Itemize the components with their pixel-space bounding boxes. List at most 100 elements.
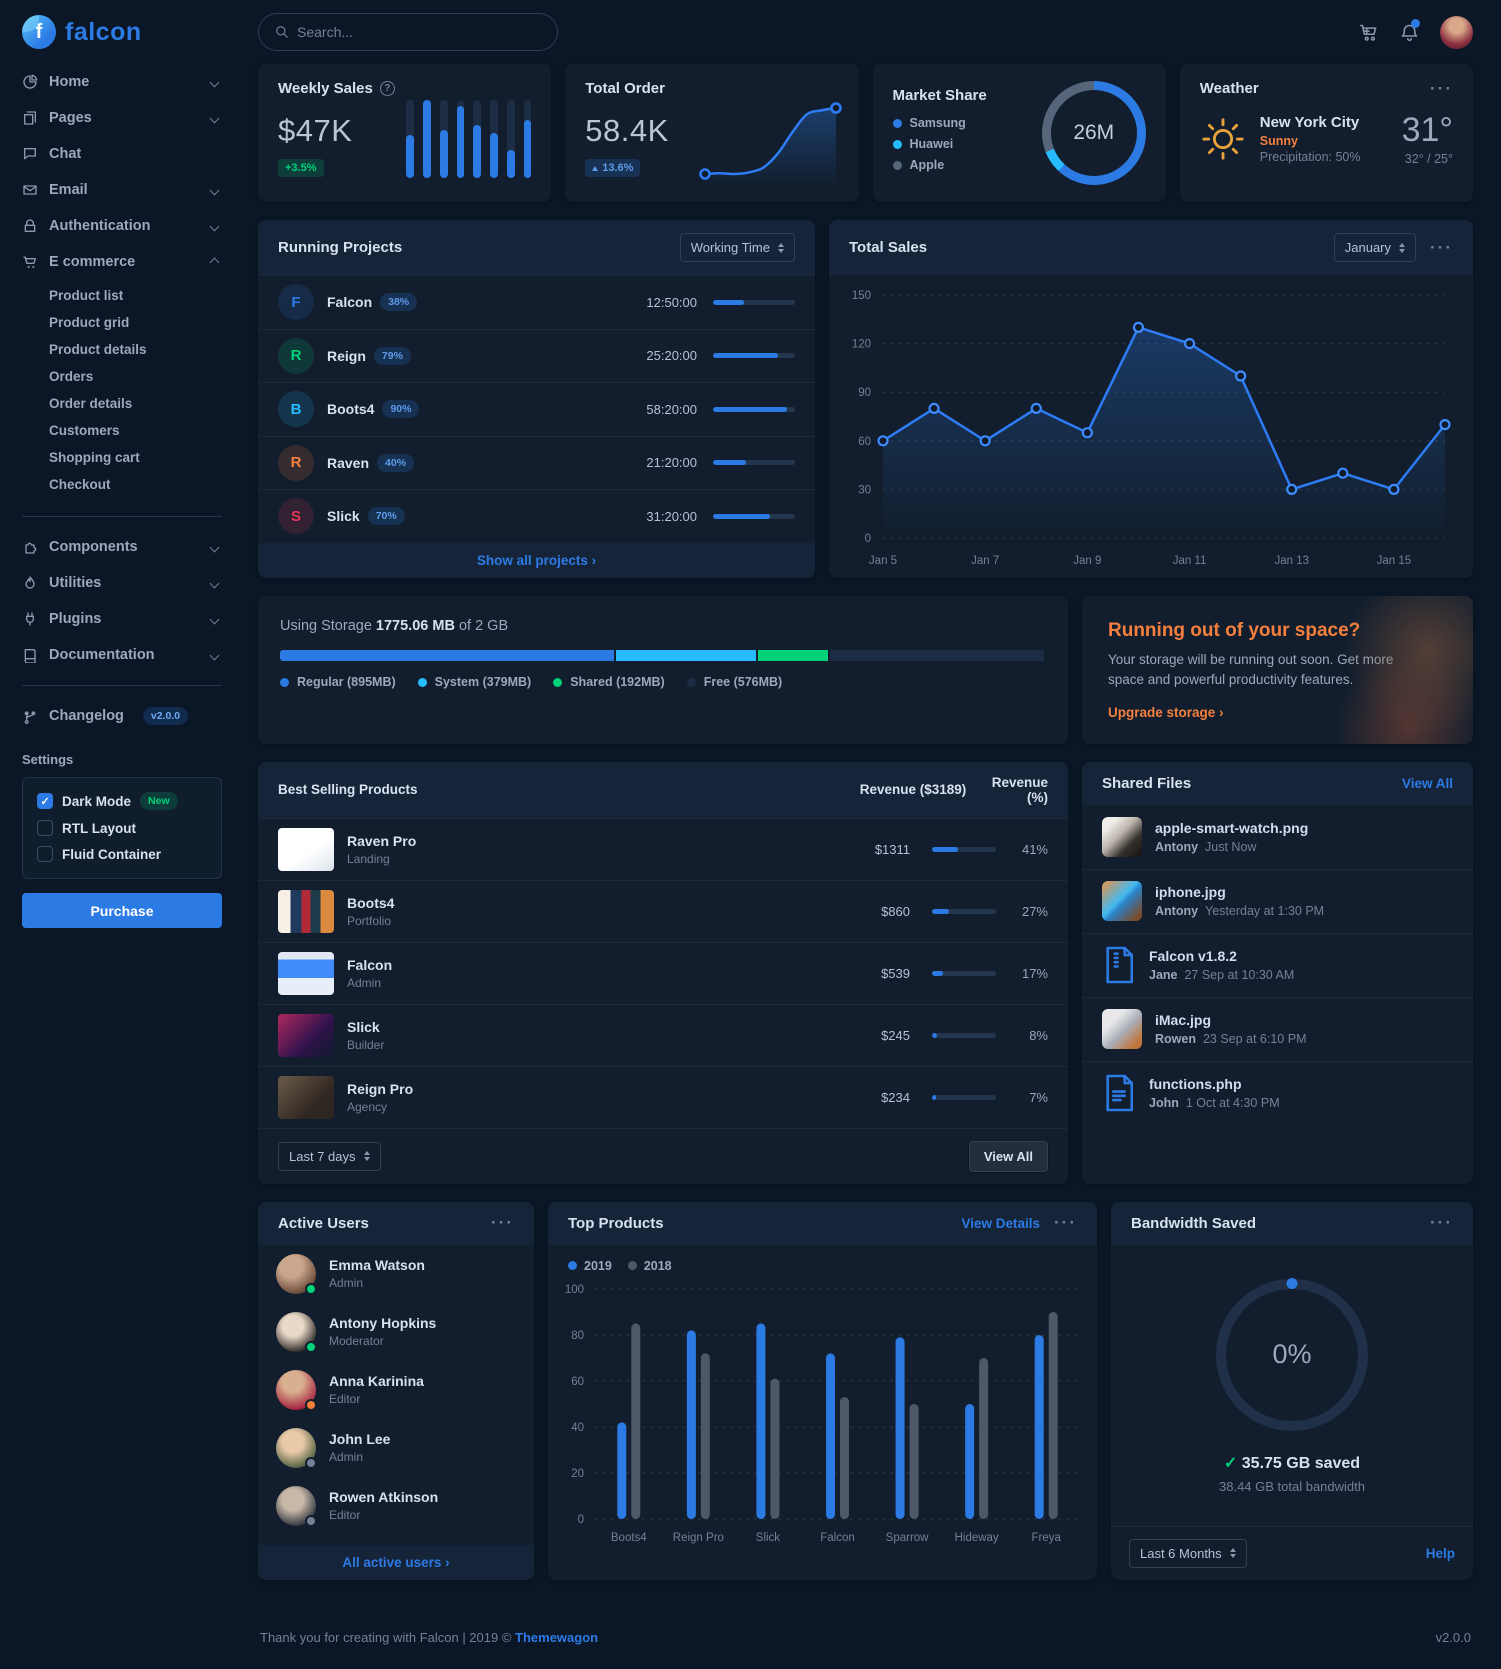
user-avatar[interactable] bbox=[276, 1369, 317, 1411]
footer-version: v2.0.0 bbox=[1435, 1630, 1471, 1645]
legend-item[interactable]: 2019 bbox=[568, 1259, 612, 1273]
settings-checkbox[interactable] bbox=[37, 793, 53, 809]
svg-text:Jan 15: Jan 15 bbox=[1377, 555, 1412, 567]
svg-text:Freya: Freya bbox=[1032, 1532, 1062, 1544]
legend-dot bbox=[568, 1261, 577, 1270]
product-revenue-pct: 17% bbox=[1021, 965, 1048, 981]
help-link[interactable]: Help bbox=[1425, 1545, 1455, 1561]
view-all-button[interactable]: View All bbox=[968, 1140, 1048, 1172]
working-time-select[interactable]: Working Time bbox=[679, 233, 795, 262]
cart-button[interactable] bbox=[1358, 22, 1379, 43]
falcon-logo[interactable]: falcon bbox=[22, 0, 222, 64]
file-author: Jane bbox=[1149, 968, 1178, 982]
project-time: 12:50:00 bbox=[646, 294, 697, 310]
legend-dot bbox=[627, 1261, 637, 1270]
product-name[interactable]: Reign Pro bbox=[347, 1080, 414, 1097]
user-name[interactable]: Rowen Atkinson bbox=[329, 1489, 439, 1505]
user-avatar[interactable] bbox=[276, 1253, 317, 1295]
sidebar-item[interactable]: Components bbox=[22, 529, 222, 565]
project-name[interactable]: Raven bbox=[327, 454, 370, 471]
product-name[interactable]: Slick bbox=[347, 1018, 380, 1035]
settings-option[interactable]: RTL Layout bbox=[37, 820, 207, 836]
settings-checkbox[interactable] bbox=[37, 820, 53, 836]
shared-file-item: iphone.jpg Antony Yesterday at 1:30 PM bbox=[1082, 868, 1473, 933]
dots-menu-icon[interactable] bbox=[491, 1220, 514, 1226]
user-avatar[interactable] bbox=[1440, 15, 1473, 49]
sidebar-item[interactable]: Documentation bbox=[22, 637, 222, 673]
sidebar-subitem[interactable]: Product list bbox=[49, 288, 124, 303]
product-category: Builder bbox=[347, 1037, 385, 1052]
user-avatar[interactable] bbox=[276, 1485, 317, 1527]
sidebar-item-icon bbox=[24, 111, 36, 125]
product-name[interactable]: Falcon bbox=[347, 956, 393, 973]
user-avatar[interactable] bbox=[276, 1427, 317, 1469]
notifications-button[interactable] bbox=[1399, 18, 1420, 43]
dots-menu-icon[interactable] bbox=[1054, 1220, 1077, 1226]
user-name[interactable]: Emma Watson bbox=[329, 1257, 425, 1273]
project-name[interactable]: Slick bbox=[327, 508, 360, 525]
sidebar-item[interactable]: Chat bbox=[22, 136, 222, 172]
project-name[interactable]: Falcon bbox=[327, 294, 373, 311]
project-progress bbox=[713, 406, 795, 412]
dots-menu-icon[interactable] bbox=[1430, 86, 1453, 92]
sidebar-item[interactable]: E commerce bbox=[22, 244, 222, 280]
project-time: 58:20:00 bbox=[646, 401, 697, 417]
file-name[interactable]: functions.php bbox=[1149, 1076, 1242, 1092]
sidebar-subitem[interactable]: Customers bbox=[49, 423, 120, 438]
view-all-files-link[interactable]: View All bbox=[1401, 775, 1453, 791]
file-name[interactable]: iMac.jpg bbox=[1155, 1012, 1212, 1028]
file-name[interactable]: Falcon v1.8.2 bbox=[1149, 948, 1237, 964]
sidebar-item[interactable]: Home bbox=[22, 64, 222, 100]
sidebar-subitem[interactable]: Order details bbox=[49, 396, 133, 411]
revenue-progress bbox=[932, 970, 996, 976]
help-icon[interactable] bbox=[379, 81, 395, 96]
dots-menu-icon[interactable] bbox=[1430, 245, 1453, 251]
user-name[interactable]: Anna Karinina bbox=[329, 1373, 424, 1389]
sidebar-item-changelog[interactable]: Changelog v2.0.0 bbox=[22, 698, 222, 734]
sidebar-item[interactable]: Authentication bbox=[22, 208, 222, 244]
settings-option[interactable]: Dark Mode New bbox=[37, 792, 207, 810]
user-name[interactable]: John Lee bbox=[329, 1431, 391, 1447]
product-name[interactable]: Boots4 bbox=[347, 894, 395, 911]
user-row: John Lee Admin bbox=[258, 1419, 534, 1477]
file-name[interactable]: iphone.jpg bbox=[1155, 884, 1226, 900]
product-name[interactable]: Raven Pro bbox=[347, 832, 417, 849]
sort-arrows-icon bbox=[364, 1151, 370, 1161]
user-name[interactable]: Antony Hopkins bbox=[329, 1315, 437, 1331]
sidebar-item[interactable]: Email bbox=[22, 172, 222, 208]
sidebar-subitem[interactable]: Orders bbox=[49, 369, 94, 384]
legend-label: 2019 bbox=[584, 1258, 612, 1273]
all-active-users-link[interactable]: All active users bbox=[342, 1555, 449, 1570]
upgrade-storage-link[interactable]: Upgrade storage bbox=[1108, 705, 1224, 720]
user-row: Rowen Atkinson Editor bbox=[258, 1477, 534, 1535]
project-name[interactable]: Boots4 bbox=[327, 401, 375, 418]
month-select[interactable]: January bbox=[1333, 233, 1417, 262]
sidebar-subitem[interactable]: Product details bbox=[49, 342, 147, 357]
purchase-button[interactable]: Purchase bbox=[22, 893, 222, 928]
shared-files-title: Shared Files bbox=[1102, 774, 1192, 792]
legend-item[interactable]: 2018 bbox=[627, 1259, 672, 1273]
file-name[interactable]: apple-smart-watch.png bbox=[1155, 819, 1309, 836]
sidebar-subitem[interactable]: Product grid bbox=[49, 315, 130, 330]
months-select[interactable]: Last 6 Months bbox=[1129, 1538, 1247, 1568]
view-details-link[interactable]: View Details bbox=[961, 1215, 1041, 1231]
sidebar-item[interactable]: Plugins bbox=[22, 601, 222, 637]
project-row: R Raven 40% 21:20:00 bbox=[258, 435, 815, 490]
svg-text:Slick: Slick bbox=[756, 1532, 781, 1544]
sidebar-subitem[interactable]: Shopping cart bbox=[49, 450, 140, 465]
user-avatar[interactable] bbox=[276, 1311, 317, 1353]
active-users-footer: All active users bbox=[258, 1544, 534, 1580]
sidebar-item[interactable]: Pages bbox=[22, 100, 222, 136]
show-all-projects-link[interactable]: Show all projects bbox=[477, 553, 596, 568]
project-name[interactable]: Reign bbox=[327, 347, 366, 364]
search-box[interactable] bbox=[258, 13, 558, 51]
themewagon-link[interactable]: Themewagon bbox=[515, 1630, 599, 1645]
dots-menu-icon[interactable] bbox=[1430, 1220, 1453, 1226]
settings-checkbox[interactable] bbox=[37, 846, 53, 862]
period-select[interactable]: Last 7 days bbox=[278, 1141, 381, 1171]
legend-dot bbox=[892, 139, 902, 149]
sidebar-item[interactable]: Utilities bbox=[22, 565, 222, 601]
settings-option[interactable]: Fluid Container bbox=[37, 846, 207, 862]
search-input[interactable] bbox=[297, 24, 541, 40]
sidebar-subitem[interactable]: Checkout bbox=[49, 477, 111, 492]
